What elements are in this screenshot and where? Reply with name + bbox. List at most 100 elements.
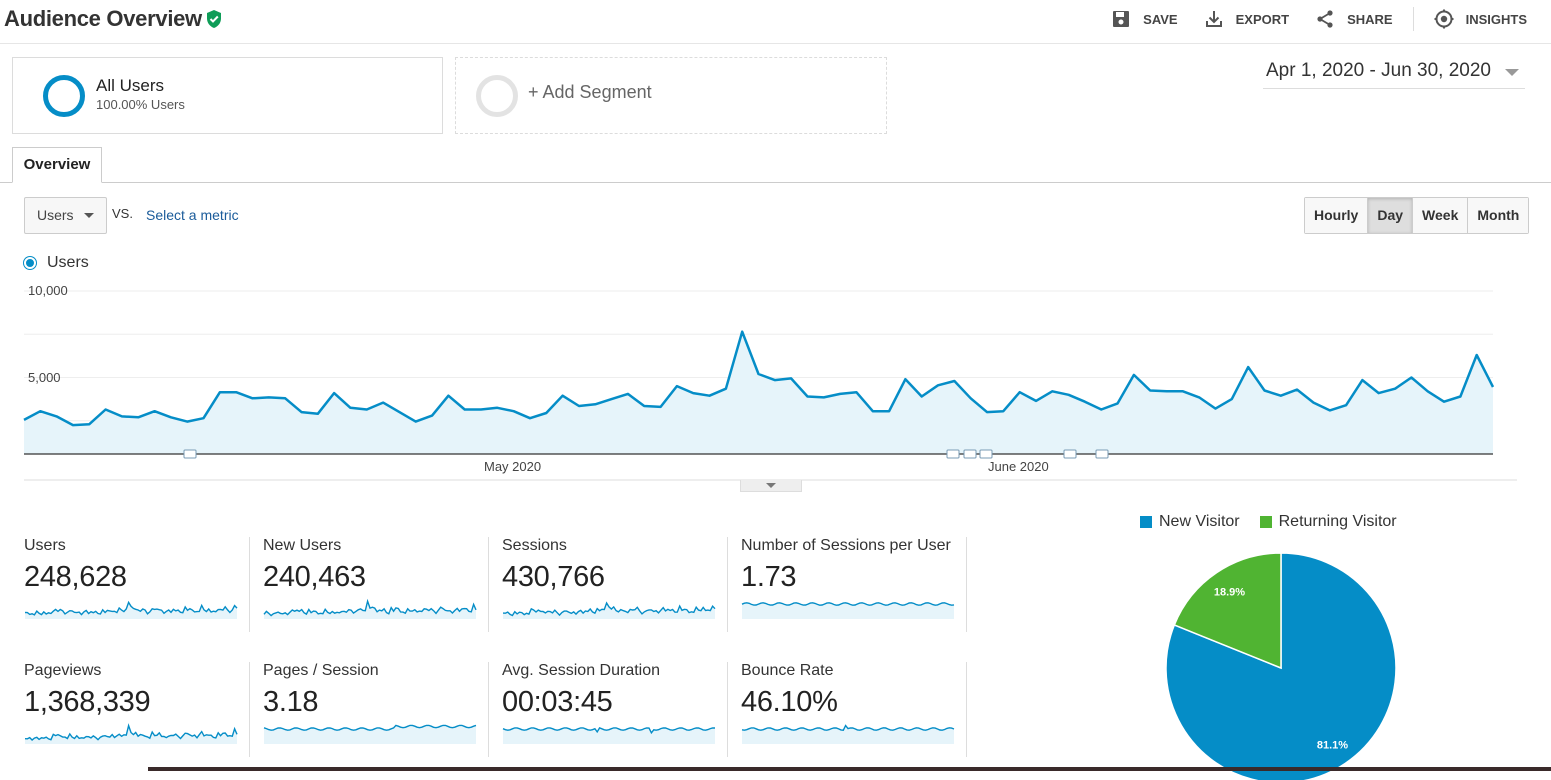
segment-name: All Users (96, 76, 165, 95)
metric-card[interactable]: Users 248,628 (24, 537, 263, 634)
metric-value: 1,368,339 (24, 686, 151, 718)
metric-value: 3.18 (263, 686, 319, 718)
export-button[interactable]: EXPORT (1204, 9, 1289, 29)
pie-legend: New Visitor Returning Visitor (1140, 513, 1417, 531)
sparkline-line (741, 724, 955, 731)
metric-card[interactable]: Pages / Session 3.18 (263, 662, 502, 759)
metric-sparkline (502, 727, 716, 744)
sparkline-area (503, 603, 715, 619)
metric-name: Users (24, 537, 66, 554)
metric-name: New Users (263, 537, 342, 554)
select-metric-link[interactable]: Select a metric (146, 207, 239, 223)
granularity-toggle: Hourly Day Week Month (1304, 197, 1530, 234)
card-divider (488, 537, 489, 632)
sparkline-area (25, 725, 237, 744)
share-button[interactable]: SHARE (1315, 9, 1393, 29)
share-label: SHARE (1347, 11, 1393, 27)
day-button[interactable]: Day (1368, 198, 1414, 233)
caret-down-icon (1505, 69, 1519, 76)
annotation-icon[interactable] (183, 449, 197, 459)
legend-dot (24, 257, 36, 269)
insights-icon (1434, 9, 1454, 29)
card-divider (727, 537, 728, 632)
metric-name: Number of Sessions per User (741, 537, 951, 554)
metric-card[interactable]: Number of Sessions per User 1.73 (741, 537, 980, 634)
chart-legend: Users (24, 254, 89, 272)
annotation-icon[interactable] (979, 449, 993, 459)
save-button[interactable]: SAVE (1111, 9, 1178, 29)
segment-all-users[interactable]: All Users 100.00% Users (12, 57, 443, 134)
card-divider (966, 537, 967, 632)
metric-value: 1.73 (741, 561, 797, 593)
card-divider (249, 662, 250, 757)
y-tick-10000: 10,000 (28, 283, 68, 298)
users-line-chart[interactable]: 10,000 5,000 May 2020 June 2020 (0, 270, 1551, 500)
legend-new-visitor[interactable]: New Visitor (1140, 513, 1240, 531)
visitor-pie-chart[interactable]: 81.1% 18.9% (1150, 540, 1412, 780)
save-icon (1113, 11, 1130, 27)
metric-card[interactable]: New Users 240,463 (263, 537, 502, 634)
segment-color-ring (43, 75, 85, 117)
legend-returning-visitor[interactable]: Returning Visitor (1259, 513, 1397, 531)
annotation-icon[interactable] (963, 449, 977, 459)
top-bar: Audience Overview SAVE EXPORT (0, 0, 1551, 44)
action-separator (1412, 7, 1414, 31)
add-segment-button[interactable]: + Add Segment (455, 57, 887, 134)
metric-name: Sessions (502, 537, 567, 554)
pie-slice-returning-visitor (1173, 552, 1282, 670)
annotation-icon[interactable] (1095, 449, 1109, 459)
sparkline-line (263, 724, 477, 731)
metric-sparkline (502, 601, 716, 619)
pie-slice-new-visitor (1165, 552, 1397, 780)
tab-divider (0, 182, 1551, 183)
pie-label-new-visitor: 81.1% (1317, 739, 1348, 751)
card-divider (727, 662, 728, 757)
metric-sparkline (741, 724, 955, 744)
download-icon (1205, 11, 1222, 27)
card-divider (966, 662, 967, 757)
annotation-icon[interactable] (1063, 449, 1077, 459)
metric-sparkline (24, 723, 238, 744)
insights-button[interactable]: INSIGHTS (1434, 9, 1527, 29)
card-divider (249, 537, 250, 632)
users-area-fill (24, 331, 1493, 454)
x-tick-may: May 2020 (484, 459, 541, 474)
metric-name: Avg. Session Duration (502, 662, 661, 679)
page-title: Audience Overview (4, 6, 202, 31)
date-range-picker[interactable]: Apr 1, 2020 - Jun 30, 2020 (1263, 60, 1525, 89)
metric-name: Pageviews (24, 662, 102, 679)
sparkline-area (503, 727, 715, 744)
legend-new-visitor-label: New Visitor (1159, 513, 1240, 530)
sparkline-line (24, 723, 238, 741)
insights-label: INSIGHTS (1465, 11, 1527, 27)
legend-swatch (1259, 516, 1272, 528)
chart-collapse-toggle[interactable] (740, 480, 802, 492)
segment-percentage: 100.00% Users (96, 97, 185, 112)
vs-label: VS. (112, 206, 133, 221)
annotation-icon[interactable] (946, 449, 960, 459)
x-tick-june: June 2020 (988, 459, 1049, 474)
tab-overview[interactable]: Overview (12, 147, 102, 183)
metric-value: 240,463 (263, 561, 366, 593)
users-series-line (23, 330, 1495, 427)
metric-card[interactable]: Pageviews 1,368,339 (24, 662, 263, 759)
metric-value: 248,628 (24, 561, 127, 593)
metric-sparkline (263, 724, 477, 744)
annotation-markers (183, 449, 1109, 459)
month-button[interactable]: Month (1468, 198, 1529, 233)
hourly-button[interactable]: Hourly (1305, 198, 1369, 233)
caret-down-icon (84, 213, 94, 218)
metric-card[interactable]: Bounce Rate 46.10% (741, 662, 980, 759)
metric-dropdown[interactable]: Users (24, 197, 107, 234)
sparkline-area (25, 602, 237, 619)
metric-card[interactable]: Avg. Session Duration 00:03:45 (502, 662, 741, 759)
sparkline-line (741, 602, 955, 606)
sparkline-area (742, 602, 954, 619)
sparkline-line (24, 600, 238, 616)
metric-card[interactable]: Sessions 430,766 (502, 537, 741, 634)
page-bottom-edge (148, 767, 1551, 771)
y-tick-5000: 5,000 (28, 370, 61, 385)
week-button[interactable]: Week (1413, 198, 1469, 233)
legend-label: Users (47, 254, 89, 271)
pie-label-returning-visitor: 18.9% (1214, 587, 1245, 599)
